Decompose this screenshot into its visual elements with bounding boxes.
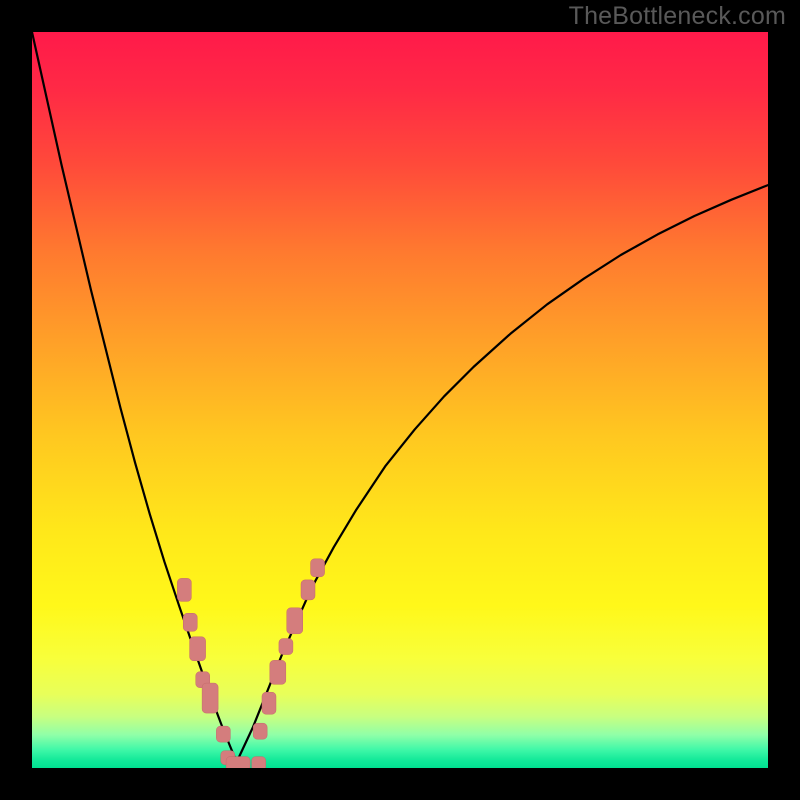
chart-container: TheBottleneck.com: [0, 0, 800, 800]
data-marker: [202, 683, 218, 713]
data-marker: [287, 608, 303, 634]
data-marker: [279, 639, 293, 655]
bottleneck-chart: [0, 0, 800, 800]
data-marker: [183, 613, 197, 631]
watermark-text: TheBottleneck.com: [569, 2, 786, 31]
data-marker: [262, 692, 276, 714]
data-marker: [253, 723, 267, 739]
data-marker: [216, 726, 230, 742]
plot-background-gradient: [32, 32, 768, 768]
data-marker: [190, 637, 206, 661]
data-marker: [301, 580, 315, 600]
data-marker: [177, 578, 191, 601]
data-marker: [270, 660, 286, 684]
data-marker: [311, 559, 325, 577]
